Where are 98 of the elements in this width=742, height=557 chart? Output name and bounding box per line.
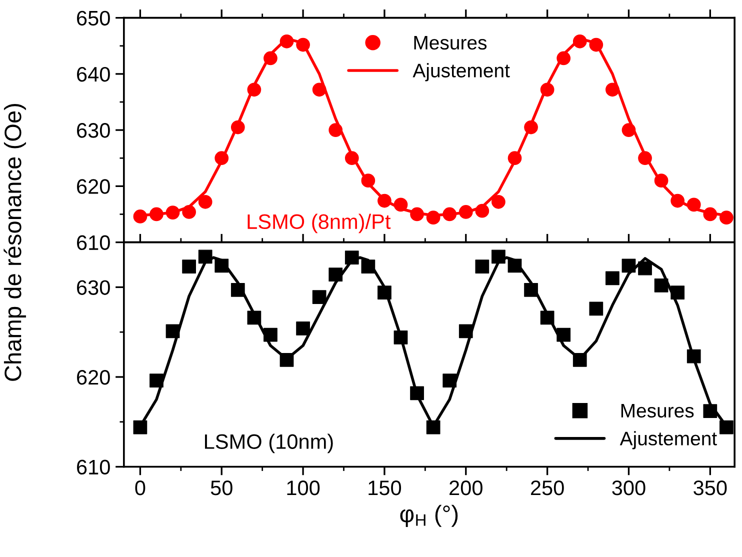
point <box>442 374 457 388</box>
point <box>133 420 148 434</box>
annotation: LSMO (10nm) <box>205 434 333 454</box>
y-tick-label: 610 <box>77 235 110 250</box>
annotation: LSMO (8nm)/Pt <box>248 214 391 234</box>
point <box>150 374 164 388</box>
point <box>426 210 440 225</box>
point <box>378 286 392 300</box>
point <box>720 420 734 434</box>
point <box>166 324 180 338</box>
legend-label: Ajustement <box>620 431 717 450</box>
point <box>344 250 359 264</box>
point <box>589 38 604 52</box>
point <box>638 261 652 276</box>
x-tick-label: 100 <box>287 480 320 496</box>
point <box>670 194 685 208</box>
point <box>426 420 440 434</box>
point <box>378 194 392 208</box>
point <box>492 250 506 264</box>
y-tick-label: 640 <box>77 66 110 82</box>
point <box>280 34 294 48</box>
legend-label: Mesures <box>621 404 694 418</box>
point <box>296 38 310 52</box>
point <box>394 198 408 212</box>
point <box>703 404 718 418</box>
point <box>198 250 212 264</box>
point <box>492 194 506 209</box>
point <box>394 330 408 344</box>
point <box>589 302 604 316</box>
x-tick-label: 250 <box>530 480 564 496</box>
point <box>524 120 538 134</box>
x-tick-label: 50 <box>210 480 232 496</box>
point <box>622 258 636 273</box>
point <box>638 151 652 166</box>
point <box>361 174 376 188</box>
point <box>475 260 490 274</box>
y-tick-label: 630 <box>77 123 110 138</box>
y-tick-label: 650 <box>77 10 110 26</box>
point <box>230 120 245 134</box>
point <box>622 123 636 137</box>
y-axis-title: Champ de résonance (Oe) <box>4 104 26 381</box>
point <box>328 123 343 137</box>
point <box>442 207 457 222</box>
point <box>247 310 262 325</box>
x-tick-label: 200 <box>450 480 482 496</box>
legend-label: Ajustement <box>412 63 510 82</box>
x-tick-label: 150 <box>368 480 402 496</box>
y-tick-label: 620 <box>77 179 110 194</box>
point <box>247 82 262 97</box>
point <box>508 151 522 166</box>
point <box>312 290 326 304</box>
point <box>556 51 571 66</box>
point <box>296 322 310 336</box>
point <box>458 324 473 338</box>
point <box>182 260 196 274</box>
point <box>654 278 668 292</box>
point <box>524 282 538 297</box>
y-tick-label: 630 <box>77 280 110 295</box>
point <box>654 174 668 188</box>
x-tick-label: 0 <box>135 480 146 496</box>
point <box>606 271 620 286</box>
point <box>150 207 164 222</box>
point <box>572 352 587 367</box>
point <box>328 268 343 282</box>
y-tick-label: 610 <box>77 460 110 475</box>
point <box>686 198 701 212</box>
point <box>344 151 359 166</box>
x-tick-label: 350 <box>694 480 727 496</box>
point <box>475 204 490 218</box>
point <box>133 210 148 224</box>
y-tick-label: 620 <box>77 370 110 385</box>
point <box>686 349 701 364</box>
point <box>410 207 424 222</box>
point <box>361 260 376 274</box>
point <box>410 386 424 400</box>
point <box>670 286 685 300</box>
point <box>312 82 326 97</box>
point <box>556 328 571 342</box>
x-axis-title: φ$_{H}$ (°) <box>400 504 458 527</box>
point <box>214 258 229 273</box>
point <box>182 205 196 219</box>
point <box>720 210 734 225</box>
point <box>166 206 180 220</box>
x-tick-label: 300 <box>612 480 646 496</box>
point <box>572 34 587 48</box>
point <box>264 328 278 342</box>
legend-label: Mesures <box>414 36 487 50</box>
point <box>230 282 245 297</box>
point <box>458 205 473 219</box>
point <box>540 82 554 97</box>
point <box>214 151 229 166</box>
point <box>198 194 212 209</box>
point <box>280 352 294 367</box>
point <box>606 82 620 97</box>
point <box>264 51 278 66</box>
point <box>540 310 554 325</box>
point <box>508 258 522 273</box>
point <box>703 207 718 222</box>
